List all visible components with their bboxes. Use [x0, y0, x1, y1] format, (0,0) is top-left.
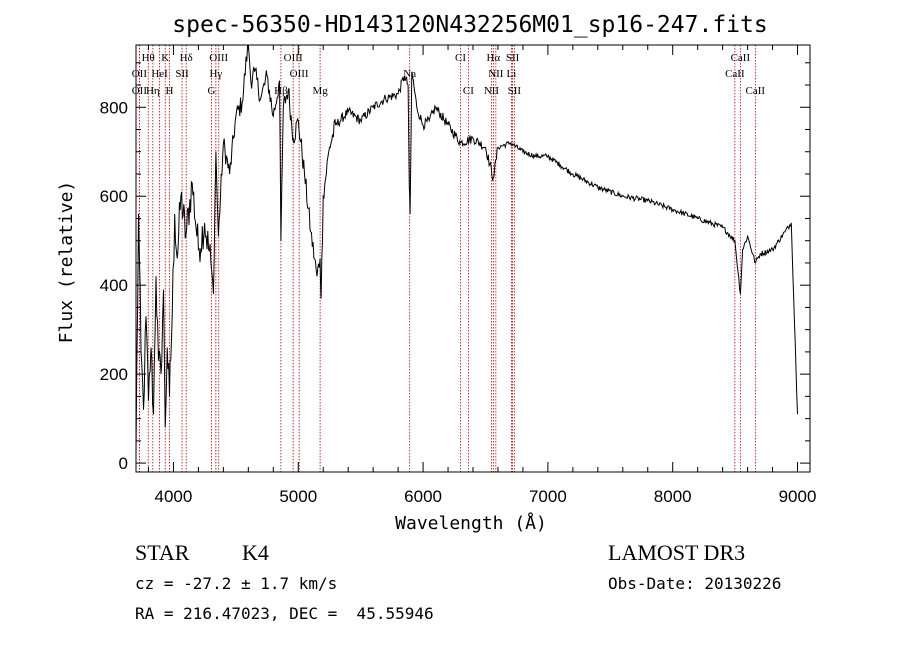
line-marker-label: H: [165, 85, 173, 97]
line-marker-label: SII: [508, 85, 522, 97]
line-marker-label: CI: [455, 52, 466, 64]
line-marker-label: SII: [175, 68, 189, 80]
y-axis-label: Flux (relative): [56, 181, 77, 344]
object-class: STAR: [135, 540, 190, 565]
line-marker-label: Hη: [146, 85, 160, 97]
observation-date: Obs-Date: 20130226: [608, 574, 782, 593]
line-marker-label: CaII: [746, 85, 766, 97]
line-marker-label: Mg: [312, 85, 328, 97]
line-marker-label: Hβ: [274, 85, 288, 97]
line-marker-label: OII: [132, 85, 148, 97]
redshift-info: cz = -27.2 ± 1.7 km/s: [135, 574, 338, 593]
line-marker-label: HeI: [151, 68, 168, 80]
line-marker-label: G: [208, 85, 216, 97]
x-tick-label: 8000: [654, 487, 692, 506]
line-marker-label: K: [161, 52, 169, 64]
line-marker-label: Hγ: [209, 68, 222, 80]
line-marker-label: OII: [132, 68, 148, 80]
line-marker-label: Hθ: [142, 52, 155, 64]
y-tick-label: 0: [119, 454, 128, 473]
line-marker-label: NII: [484, 85, 500, 97]
survey-name: LAMOST DR3: [608, 540, 746, 565]
line-marker-label: CaII: [725, 68, 745, 80]
line-marker-label: SII: [506, 52, 520, 64]
line-marker-label: OIII: [290, 68, 309, 80]
y-tick-label: 600: [100, 187, 128, 206]
x-tick-label: 6000: [404, 487, 442, 506]
line-marker-label: CI: [463, 85, 474, 97]
chart-title: spec-56350-HD143120N432256M01_sp16-247.f…: [172, 12, 767, 38]
x-tick-label: 9000: [779, 487, 817, 506]
y-tick-label: 400: [100, 276, 128, 295]
y-tick-label: 200: [100, 365, 128, 384]
coordinates: RA = 216.47023, DEC = 45.55946: [135, 604, 434, 623]
line-marker-label: NII: [488, 68, 504, 80]
x-tick-label: 4000: [155, 487, 193, 506]
line-marker-labels: Hθ K Hδ OIII OIII CI Hα SII CaII OII HeI SII Hγ OIII N…: [132, 52, 766, 97]
spectrum-line: [135, 44, 798, 455]
x-tick-label: 5000: [279, 487, 317, 506]
x-tick-label: 7000: [529, 487, 567, 506]
x-axis-ticks: 4000 5000 6000 7000 8000 9000: [147, 45, 817, 506]
line-marker-label: OIII: [209, 52, 228, 64]
y-tick-label: 800: [100, 98, 128, 117]
line-marker-label: Hα: [486, 52, 500, 64]
line-marker-label: OIII: [284, 52, 303, 64]
object-subclass: K4: [242, 540, 269, 565]
spectrum-chart: spec-56350-HD143120N432256M01_sp16-247.f…: [56, 12, 817, 534]
line-marker-label: CaII: [731, 52, 751, 64]
y-axis-ticks: 0 200 400 600 800: [100, 62, 810, 473]
line-markers: [138, 45, 756, 472]
x-axis-label: Wavelength (Å): [395, 512, 547, 534]
line-marker-label: Li: [507, 68, 517, 80]
line-marker-label: Hδ: [180, 52, 193, 64]
